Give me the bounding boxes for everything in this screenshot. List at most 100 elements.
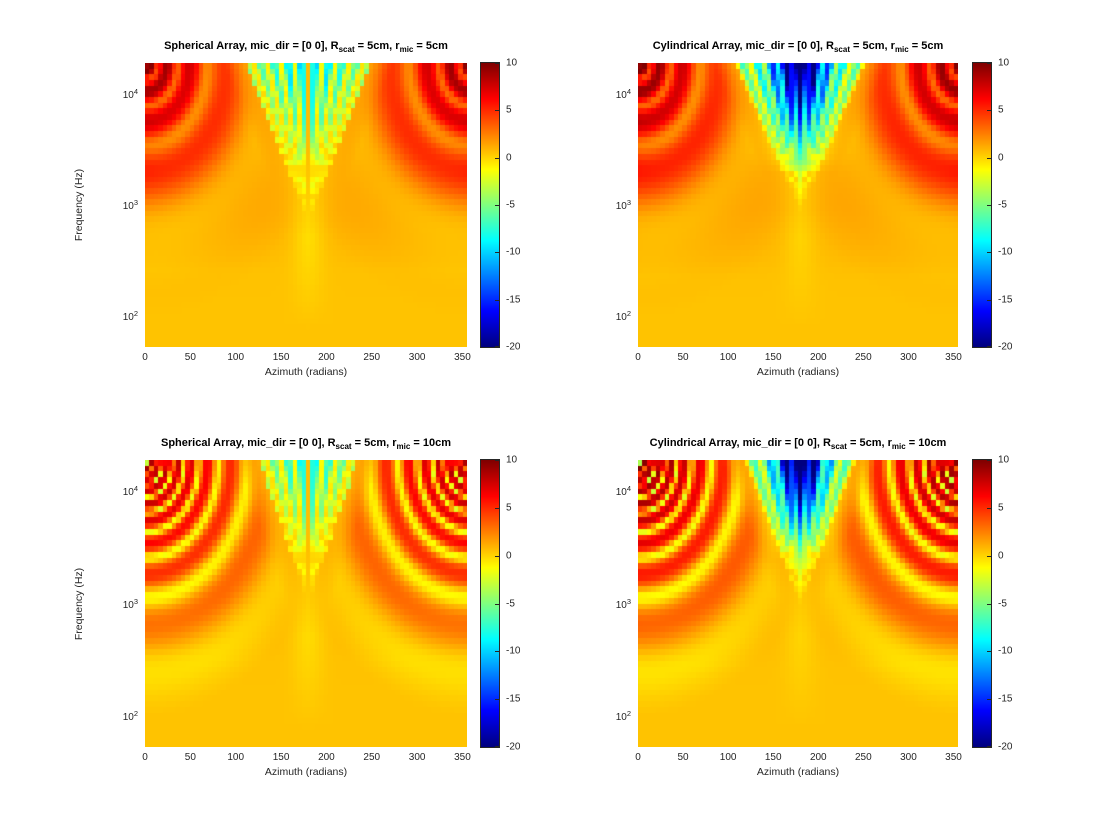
colorbar-tick-mark [495,63,499,64]
colorbar-tick-label: 10 [998,454,1010,466]
colorbar [972,62,992,348]
x-tick-label: 250 [855,752,872,763]
colorbar-tick-label: -20 [506,741,521,753]
colorbar-tick-label: -15 [506,294,521,306]
colorbar-tick-mark [495,300,499,301]
colorbar-tick-mark [495,746,499,747]
y-tick-label: 103 [122,197,138,213]
colorbar-tick-mark [495,346,499,347]
y-tick-label: 102 [615,708,631,723]
colorbar-tick-label: 10 [506,454,518,466]
title-text: = 5cm, r [849,40,895,52]
colorbar-tick-mark [987,252,991,253]
colorbar-tick-label: -15 [998,693,1013,705]
colorbar-tick-label: -15 [506,693,521,705]
title-text: = 5cm, r [351,437,397,449]
x-tick-label: 300 [900,352,917,363]
colorbar-tick-mark [987,300,991,301]
x-axis-label: Azimuth (radians) [756,766,840,778]
colorbar-tick-label: 0 [998,550,1004,562]
subplot-spherical-r5: Spherical Array, mic_dir = [0 0], Rscat … [73,40,520,378]
title-subscript: scat [338,45,355,54]
x-tick-label: 0 [142,752,148,763]
title-subscript: mic [891,442,906,451]
colorbar-tick-mark [495,205,499,206]
y-tick-label: 102 [615,308,631,324]
colorbar-tick-label: -20 [998,341,1013,353]
colorbar-tick-label: -5 [506,598,515,609]
y-tick-label: 104 [615,86,631,102]
title-subscript: mic [399,45,414,54]
colorbar-tick-label: 0 [506,550,512,562]
x-tick-label: 350 [454,752,471,763]
subplot-cylindrical-r10: Cylindrical Array, mic_dir = [0 0], Rsca… [616,437,1013,778]
colorbar-tick-mark [495,252,499,253]
x-tick-label: 200 [809,352,827,363]
x-tick-label: 100 [719,352,737,363]
colorbar-tick-label: 5 [998,104,1004,116]
x-axis-label: Azimuth (radians) [756,366,840,378]
title-subscript: mic [894,45,909,54]
x-tick-label: 350 [945,752,962,763]
colorbar-tick-mark [987,346,991,347]
x-tick-label: 350 [945,352,962,363]
colorbar-tick-label: 5 [506,104,512,116]
y-tick-label: 104 [122,484,138,499]
colorbar-tick-label: -10 [998,645,1013,657]
y-tick-label: 103 [615,197,631,213]
x-tick-label: 0 [635,752,641,763]
colorbar-tick-label: -20 [998,741,1013,753]
x-tick-label: 0 [142,352,148,363]
colorbar [480,62,500,348]
x-tick-label: 250 [363,752,381,763]
y-tick-label: 104 [122,86,138,102]
colorbar-tick-label: -10 [506,645,521,657]
x-tick-label: 150 [272,352,290,363]
colorbar-tick-mark [987,604,991,605]
x-tick-label: 250 [363,352,381,363]
colorbar-tick-mark [495,110,499,111]
colorbar-tick-label: -5 [506,199,515,211]
x-tick-label: 150 [764,352,782,363]
colorbar-tick-mark [987,556,991,557]
colorbar-tick-mark [987,746,991,747]
x-tick-label: 100 [719,752,737,763]
x-tick-label: 350 [454,352,471,363]
heatmap [638,63,958,347]
colorbar-tick-mark [495,158,499,159]
colorbar-tick-label: 5 [998,502,1004,514]
title-text: = 5cm [908,40,944,52]
title-text: = 10cm [410,437,451,449]
title-text: = 5cm, r [354,40,400,52]
title-text: Cylindrical Array, mic_dir = [0 0], R [652,40,834,52]
y-tick-label: 103 [615,596,631,611]
colorbar-tick-mark [987,110,991,111]
plot-title: Spherical Array, mic_dir = [0 0], Rscat … [85,437,527,451]
colorbar-tick-label: -5 [998,598,1007,609]
title-text: = 5cm [413,40,448,52]
colorbar-tick-mark [495,508,499,509]
y-tick-label: 103 [122,596,138,611]
x-tick-label: 50 [677,752,689,763]
title-subscript: scat [830,442,847,451]
x-tick-label: 50 [677,352,689,363]
colorbar [480,459,500,748]
colorbar-tick-label: -20 [506,341,521,353]
x-tick-label: 100 [227,352,245,363]
colorbar-tick-mark [987,63,991,64]
colorbar-tick-label: -10 [506,246,521,258]
x-tick-label: 300 [900,752,917,763]
colorbar-tick-label: 10 [506,57,518,69]
colorbar-tick-mark [987,205,991,206]
title-text: Spherical Array, mic_dir = [0 0], R [161,437,336,449]
x-tick-label: 300 [408,352,426,363]
title-text: Cylindrical Array, mic_dir = [0 0], R [649,437,831,449]
subplot-cylindrical-r5: Cylindrical Array, mic_dir = [0 0], Rsca… [616,40,1013,378]
x-axis-label: Azimuth (radians) [264,766,348,778]
title-subscript: scat [833,45,850,54]
colorbar-tick-label: -10 [998,246,1013,258]
x-tick-label: 200 [318,352,335,363]
colorbar-tick-mark [495,604,499,605]
plot-title: Spherical Array, mic_dir = [0 0], Rscat … [85,40,527,54]
